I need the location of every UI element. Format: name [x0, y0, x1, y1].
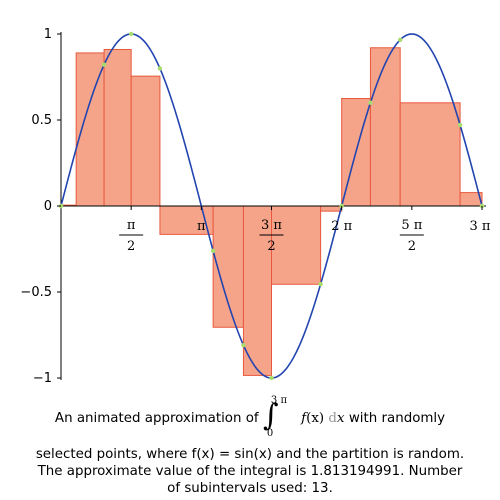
- caption-line-2: selected points, where f(x) = sin(x) and…: [35, 447, 465, 462]
- x-tick-denominator-5: 2: [408, 239, 416, 254]
- y-tick-label-4: −0.5: [20, 285, 52, 300]
- caption-line-4: of subintervals used: 13.: [167, 481, 333, 496]
- differential-d: d: [328, 411, 337, 426]
- sample-point-8: [318, 281, 323, 287]
- x-tick-denominator-1: 2: [127, 239, 135, 254]
- sample-point-2: [101, 62, 107, 67]
- sample-point-12: [457, 122, 463, 128]
- sample-point-5: [210, 248, 216, 254]
- integrand-arg: (x): [306, 411, 325, 426]
- sample-point-4: [157, 66, 163, 71]
- x-tick-label-4: 2 π: [331, 219, 352, 234]
- integral-symbol: ∫ 3 π 0: [263, 395, 297, 439]
- x-tick-numerator-5: 5 π: [401, 218, 422, 233]
- bar-11: [369, 47, 401, 207]
- bar-4: [130, 75, 161, 207]
- caption-suffix: with randomly: [348, 411, 446, 426]
- y-tick-label-1: 1: [44, 27, 52, 42]
- y-tick-label-3: 0: [44, 199, 52, 214]
- y-ticks-group: 1 0.5 0 −0.5 −1: [20, 27, 61, 386]
- x-tick-numerator-1: π: [127, 218, 136, 233]
- integral-lower-limit: 0: [266, 428, 274, 439]
- sample-points-group: [58, 31, 485, 381]
- bar-9: [320, 205, 343, 212]
- x-tick-label-6: 3 π: [470, 219, 491, 234]
- integrand-f: f: [301, 411, 307, 426]
- caption-body: selected points, where f(x) = sin(x) and…: [0, 446, 500, 497]
- differential-x: x: [337, 411, 345, 426]
- bar-7: [242, 205, 272, 376]
- sample-point-6: [241, 342, 246, 348]
- x-tick-numerator-3: 3 π: [261, 218, 282, 233]
- caption-prefix: An animated approximation of: [54, 411, 259, 426]
- caption-line-3: The approximate value of the integral is…: [37, 464, 463, 479]
- sample-point-3: [128, 31, 134, 37]
- riemann-sum-chart: 1 0.5 0 −0.5 −1 π 2 π 3 π 2 2 π 5 π 2 3 π: [20, 27, 491, 386]
- integral-upper-limit: 3 π: [270, 395, 288, 406]
- y-tick-label-5: −1: [33, 371, 52, 386]
- bar-12: [399, 102, 461, 207]
- bar-3: [103, 48, 132, 207]
- bars-group: [60, 47, 483, 376]
- sample-point-11: [397, 37, 403, 43]
- x-tick-denominator-3: 2: [267, 239, 275, 254]
- sample-point-7: [269, 375, 274, 381]
- y-tick-label-2: 0.5: [31, 113, 52, 128]
- caption-line-1: An animated approximation of ∫ 3 π 0 f(x…: [0, 395, 500, 439]
- sample-point-10: [368, 100, 373, 105]
- integrand-differential: dx: [328, 411, 344, 426]
- x-tick-label-2: π: [197, 219, 206, 234]
- x-ticks-group: π 2 π 3 π 2 2 π 5 π 2 3 π: [119, 206, 491, 254]
